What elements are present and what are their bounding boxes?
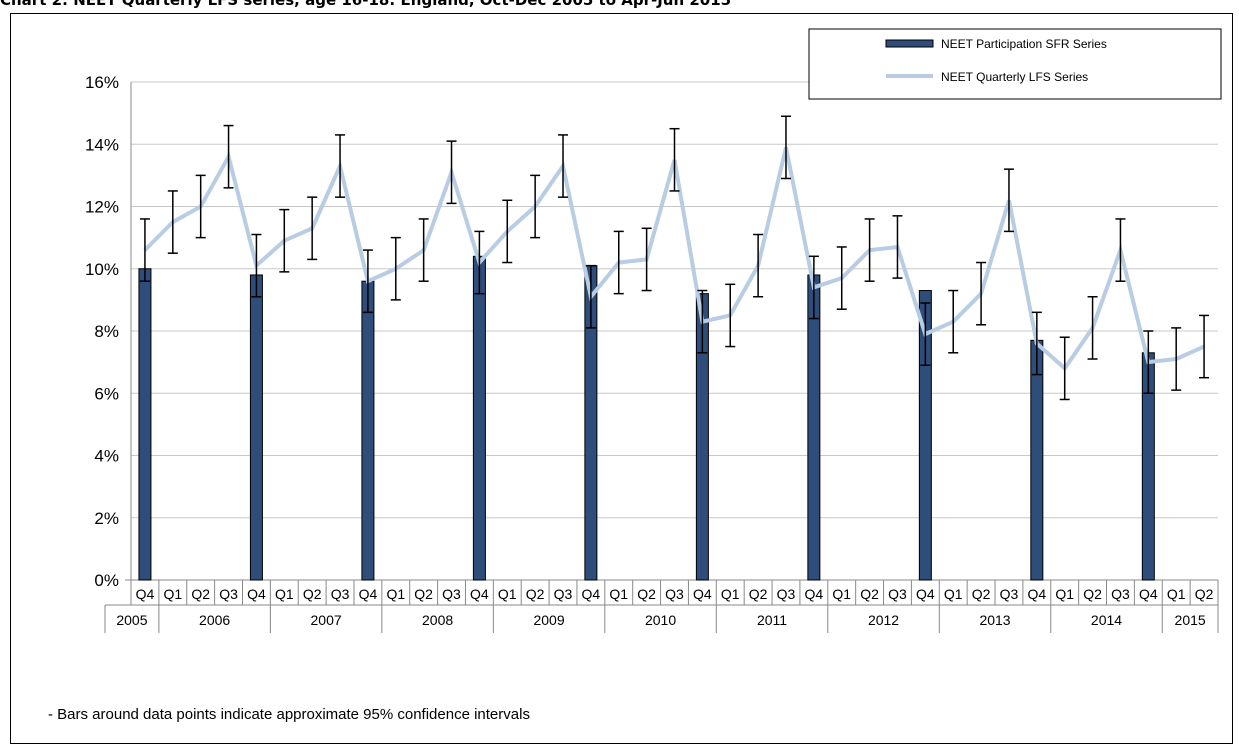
bar: [472, 255, 486, 581]
x-tick-label-quarter: Q2: [303, 586, 322, 602]
bar: [138, 268, 152, 581]
y-tick-label: 12%: [85, 198, 119, 217]
x-tick-label-quarter: Q4: [916, 586, 935, 602]
x-tick-label-year: 2009: [533, 612, 564, 628]
x-tick-labels: Q4 Q1 Q2 Q3 Q4 Q1 Q2 Q3 Q4 Q1 Q2 Q3 Q4 Q1 Q2 Q3 Q4 Q1 Q2 Q3…: [116, 586, 1213, 628]
x-tick-label-year: 2006: [199, 612, 230, 628]
x-tick-label-quarter: Q1: [832, 586, 851, 602]
x-tick-label-quarter: Q2: [191, 586, 210, 602]
bar: [361, 280, 375, 581]
chart-title: Chart 2: NEET Quarterly LFS series, age …: [0, 0, 732, 9]
x-tick-label-quarter: Q4: [805, 586, 824, 602]
x-tick-label-quarter: Q3: [554, 586, 573, 602]
x-tick-label-quarter: Q1: [1167, 586, 1186, 602]
x-tick-label-quarter: Q3: [888, 586, 907, 602]
x-tick-label-quarter: Q3: [777, 586, 796, 602]
error-bars: [139, 115, 1210, 401]
x-tick-label-quarter: Q1: [609, 586, 628, 602]
y-tick-label: 2%: [94, 509, 119, 528]
y-tick-label: 10%: [85, 260, 119, 279]
x-tick-label-quarter: Q3: [219, 586, 238, 602]
x-tick-label-quarter: Q1: [944, 586, 963, 602]
y-tick-label: 16%: [85, 73, 119, 92]
x-tick-label-quarter: Q2: [860, 586, 879, 602]
legend-bar-swatch: [885, 39, 934, 48]
x-tick-label-quarter: Q2: [749, 586, 768, 602]
x-tick-label-quarter: Q2: [414, 586, 433, 602]
legend: NEET Participation SFR Series NEET Quart…: [808, 28, 1222, 100]
x-tick-label-quarter: Q3: [665, 586, 684, 602]
y-tick-label: 6%: [94, 384, 119, 403]
x-tick-label-quarter: Q1: [721, 586, 740, 602]
x-tick-label-quarter: Q1: [386, 586, 405, 602]
x-tick-label-year: 2010: [645, 612, 676, 628]
x-tick-label-year: 2014: [1091, 612, 1122, 628]
x-tick-label-quarter: Q1: [1055, 586, 1074, 602]
x-tick-label-quarter: Q2: [637, 586, 656, 602]
x-tick-label-year: 2012: [868, 612, 899, 628]
bar-series: [138, 255, 1155, 581]
x-tick-label-quarter: Q4: [582, 586, 601, 602]
x-tick-label-quarter: Q3: [331, 586, 350, 602]
x-tick-label-quarter: Q4: [1027, 586, 1046, 602]
x-tick-label-year: 2007: [311, 612, 342, 628]
x-tick-label-quarter: Q2: [526, 586, 545, 602]
x-tick-label-quarter: Q2: [1195, 586, 1214, 602]
x-tick-label-quarter: Q1: [163, 586, 182, 602]
x-tick-label-year: 2013: [979, 612, 1010, 628]
x-tick-label-year: 2015: [1175, 612, 1206, 628]
bar: [807, 274, 821, 581]
legend-bar-label: NEET Participation SFR Series: [941, 37, 1107, 51]
chart-svg: 0%2%4%6%8%10%12%14%16% Q4 Q1 Q2 Q3 Q4 Q1 Q2 Q3 Q…: [48, 28, 1222, 723]
x-tick-label-quarter: Q3: [442, 586, 461, 602]
x-tick-label-quarter: Q3: [1111, 586, 1130, 602]
x-tick-label-quarter: Q4: [470, 586, 489, 602]
bar: [1030, 339, 1044, 581]
y-tick-label: 4%: [94, 447, 119, 466]
x-tick-label-quarter: Q4: [136, 586, 155, 602]
x-tick-label-year: 2008: [422, 612, 453, 628]
x-tick-label-quarter: Q4: [359, 586, 378, 602]
x-tick-label-year: 2005: [116, 612, 147, 628]
bar: [918, 290, 932, 581]
chart-note: - Bars around data points indicate appro…: [48, 706, 530, 723]
x-tick-label-quarter: Q4: [1139, 586, 1158, 602]
bar: [249, 274, 263, 581]
chart-frame: 0% 2% 4% 6% 8% 10% 12% 14% 16% Q4 Q1 Q2 Q3 Q4 Q1 Q2 Q3 Q…: [10, 13, 1233, 744]
y-tick-label: 0%: [94, 571, 119, 590]
x-tick-label-quarter: Q2: [1083, 586, 1102, 602]
legend-box: [808, 28, 1222, 100]
legend-line-label: NEET Quarterly LFS Series: [941, 70, 1088, 84]
y-tick-label: 8%: [94, 322, 119, 341]
x-tick-label-quarter: Q1: [275, 586, 294, 602]
x-tick-label-quarter: Q4: [247, 586, 266, 602]
x-tick-label-quarter: Q3: [1000, 586, 1019, 602]
x-tick-label-quarter: Q2: [972, 586, 991, 602]
y-tick-labels: 0% 2% 4% 6% 8% 10% 12% 14% 16%: [85, 73, 119, 590]
x-tick-label-quarter: Q4: [693, 586, 712, 602]
y-tick-label: 14%: [85, 135, 119, 154]
x-tick-label-year: 2011: [757, 612, 787, 628]
x-tick-label-quarter: Q1: [498, 586, 517, 602]
